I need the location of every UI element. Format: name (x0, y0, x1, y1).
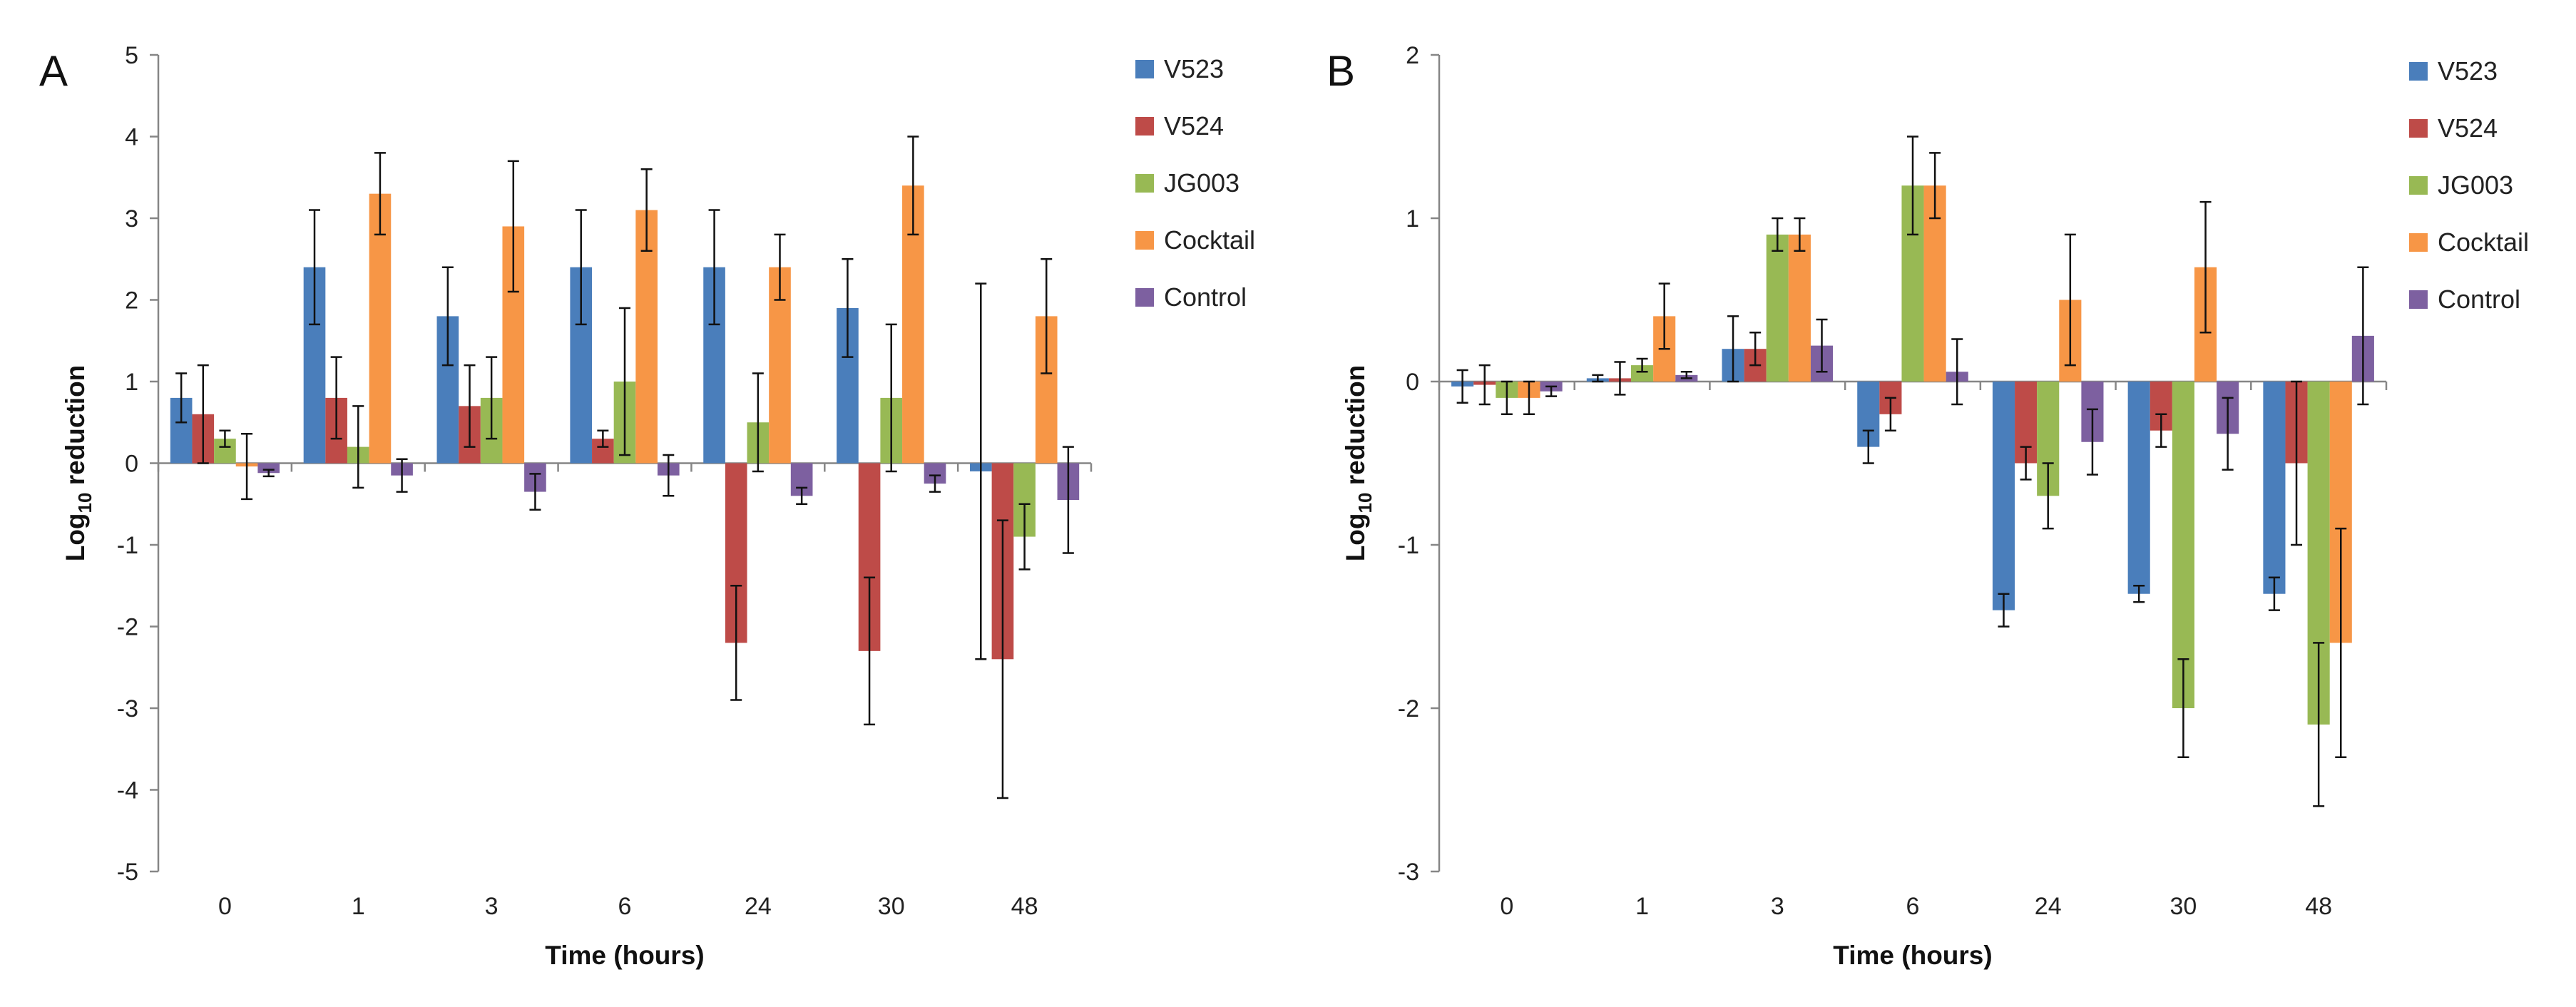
legend-swatch-control (1135, 288, 1154, 307)
x-tick-label: 3 (1771, 893, 1784, 920)
legend-label-v523: V523 (1164, 54, 1224, 83)
bar-cocktail (635, 210, 658, 464)
y-axis-title-rest: reduction (1341, 365, 1370, 493)
panel-letter: B (1327, 47, 1355, 95)
y-axis-title-subscript: 10 (74, 493, 96, 513)
legend-label-v524: V524 (1164, 111, 1224, 140)
bar-jg003 (1631, 365, 1654, 382)
legend-swatch-cocktail (2409, 233, 2428, 252)
legend-swatch-v524 (2409, 119, 2428, 138)
y-tick-label: 3 (125, 205, 138, 232)
y-axis-title: Log10 reduction (1341, 365, 1376, 562)
y-tick-label: 0 (125, 451, 138, 478)
legend-label-jg003: JG003 (1164, 168, 1240, 198)
y-tick-label: -3 (1398, 859, 1419, 886)
x-tick-label: 30 (2170, 893, 2197, 920)
legend-label-v523: V523 (2438, 56, 2498, 86)
x-tick-label: 6 (1906, 893, 1920, 920)
y-axis-title: Log10 reduction (61, 365, 96, 562)
x-tick-label: 48 (2305, 893, 2332, 920)
y-tick-label: -3 (117, 695, 138, 722)
bar-cocktail (369, 193, 392, 464)
bar-jg003 (2172, 382, 2194, 708)
y-tick-label: -5 (117, 859, 138, 886)
legend-swatch-control (2409, 290, 2428, 309)
x-tick-label: 6 (618, 893, 632, 920)
x-tick-label: 0 (218, 893, 232, 920)
x-tick-label: 1 (352, 893, 365, 920)
y-tick-label: 1 (1406, 205, 1419, 232)
legend-label-cocktail: Cocktail (2438, 228, 2529, 257)
y-axis-title-rest: reduction (61, 365, 90, 493)
legend-swatch-cocktail (1135, 231, 1154, 250)
legend-swatch-v524 (1135, 117, 1154, 136)
y-tick-label: -2 (1398, 695, 1419, 722)
x-tick-label: 3 (485, 893, 499, 920)
legend-swatch-v523 (2409, 62, 2428, 81)
legend-swatch-v523 (1135, 60, 1154, 78)
legend-label-control: Control (1164, 282, 1247, 312)
y-tick-label: 4 (125, 124, 138, 151)
y-tick-label: -4 (117, 777, 138, 804)
x-tick-label: 1 (1635, 893, 1649, 920)
legend-swatch-jg003 (2409, 176, 2428, 195)
bar-v523 (2263, 382, 2286, 594)
x-tick-label: 24 (745, 893, 772, 920)
y-tick-label: 1 (125, 369, 138, 396)
panel-letter: A (39, 47, 68, 95)
legend-label-control: Control (2438, 285, 2520, 314)
y-tick-label: 2 (1406, 42, 1419, 69)
bar-jg003 (1766, 234, 1789, 382)
legend-swatch-jg003 (1135, 174, 1154, 193)
x-axis-title: Time (hours) (545, 941, 704, 970)
y-axis-title-subscript: 10 (1354, 493, 1376, 513)
y-tick-label: -1 (117, 532, 138, 559)
y-tick-label: 5 (125, 42, 138, 69)
y-tick-label: 0 (1406, 369, 1419, 396)
y-tick-label: -2 (117, 614, 138, 641)
x-tick-label: 24 (2035, 893, 2062, 920)
x-tick-label: 0 (1500, 893, 1513, 920)
chart-panel-a: A -5 -4 -3 -2 -1 0 1 2 3 4 5 0 1 3 6 24 30 48 Log10 reducti… (39, 42, 1255, 970)
bar-cocktail (1788, 234, 1811, 382)
x-axis-title: Time (hours) (1833, 941, 1992, 970)
legend-label-cocktail: Cocktail (1164, 225, 1255, 255)
chart-panel-b: B -3 -2 -1 0 1 2 0 1 3 6 24 30 48 Log10 reduction Time … (1327, 42, 2529, 970)
bar-v523 (2127, 382, 2150, 594)
y-axis-title-main: Log (61, 513, 90, 561)
legend-label-jg003: JG003 (2438, 170, 2513, 200)
legend-label-v524: V524 (2438, 113, 2498, 143)
y-tick-label: 2 (125, 287, 138, 315)
bar-v523 (1992, 382, 2015, 610)
y-axis-title-main: Log (1341, 513, 1370, 561)
x-tick-label: 30 (878, 893, 905, 920)
y-tick-label: -1 (1398, 532, 1419, 559)
x-tick-label: 48 (1011, 893, 1038, 920)
